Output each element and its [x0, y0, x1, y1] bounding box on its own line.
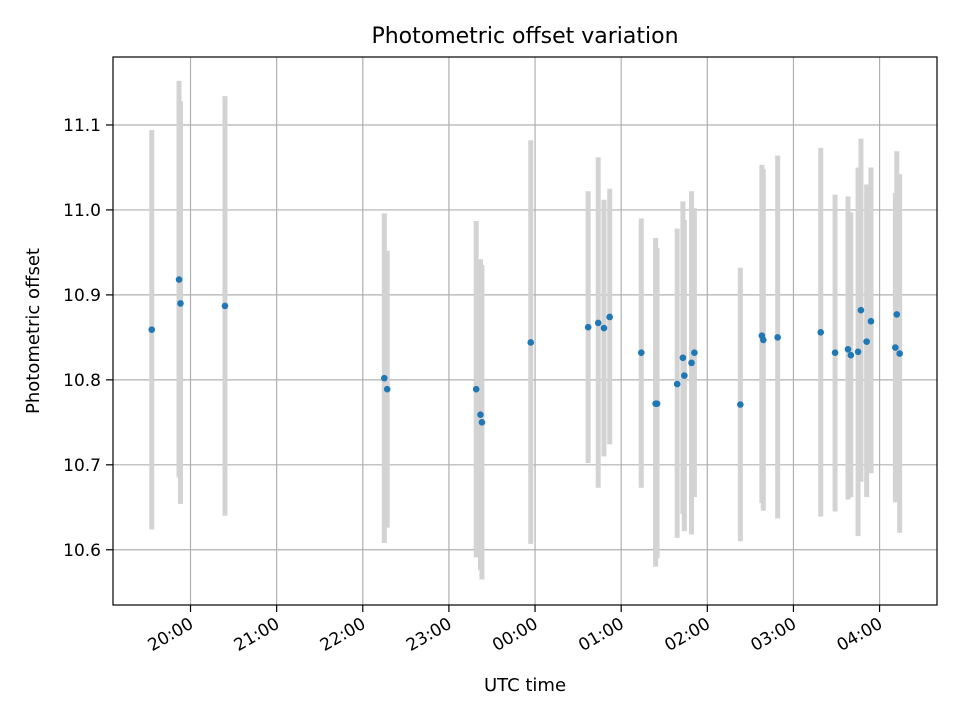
data-point	[691, 349, 698, 356]
data-point	[177, 300, 184, 307]
data-point	[688, 359, 695, 367]
data-point	[637, 349, 645, 356]
data-point	[896, 350, 903, 357]
data-point	[478, 419, 486, 426]
data-point	[863, 338, 870, 345]
data-point	[148, 326, 156, 334]
data-point	[759, 336, 767, 344]
data-point	[472, 385, 480, 393]
data-point	[381, 374, 388, 382]
chart-title: Photometric offset variation	[371, 24, 678, 49]
data-points	[148, 276, 903, 426]
data-point	[867, 317, 875, 325]
data-point	[737, 401, 744, 408]
data-point	[892, 344, 899, 351]
data-point	[584, 323, 592, 331]
y-tick-label: 10.8	[63, 371, 101, 391]
data-point	[847, 351, 855, 359]
y-tick-label: 10.9	[63, 286, 101, 306]
data-point	[383, 385, 391, 393]
data-point	[653, 400, 661, 407]
data-point	[594, 319, 602, 327]
data-point	[831, 349, 839, 356]
plot-frame	[112, 56, 938, 606]
data-point	[893, 311, 901, 318]
data-point	[854, 348, 862, 356]
data-point	[681, 372, 688, 379]
data-point	[527, 339, 535, 346]
y-tick-label: 11.0	[63, 201, 101, 221]
data-point	[673, 380, 681, 388]
data-point	[844, 345, 852, 353]
y-tick-label: 10.6	[63, 541, 101, 561]
y-tick-label: 11.1	[63, 116, 101, 136]
data-point	[600, 324, 608, 332]
data-point	[606, 313, 613, 321]
data-point	[477, 411, 484, 418]
grid-lines	[113, 57, 937, 605]
data-point	[774, 334, 781, 341]
data-point	[221, 302, 229, 310]
y-axis-label: Photometric offset	[23, 248, 44, 414]
x-axis-label: UTC time	[484, 675, 566, 696]
data-point	[175, 276, 183, 283]
data-point	[817, 328, 825, 336]
y-tick-label: 10.7	[63, 456, 101, 476]
data-point	[679, 354, 687, 362]
data-point	[857, 306, 865, 314]
